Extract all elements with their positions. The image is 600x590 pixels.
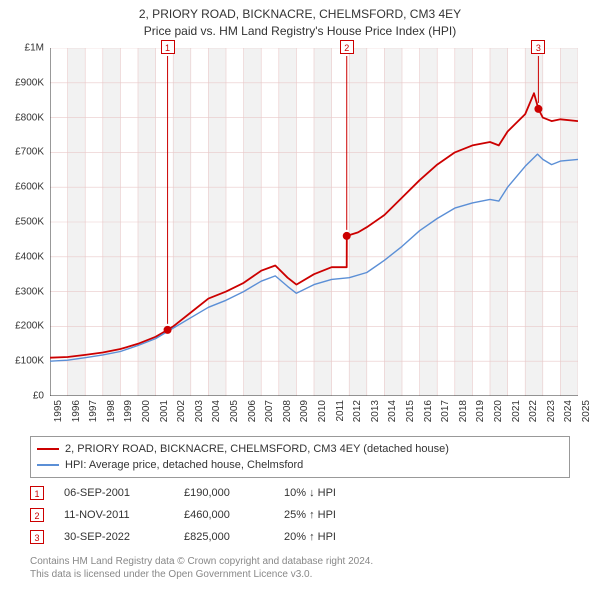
x-tick-label: 2011 (335, 400, 346, 422)
legend-label-1: HPI: Average price, detached house, Chel… (65, 459, 303, 471)
x-tick-label: 2005 (229, 400, 240, 422)
sale-marker-1: 1 (161, 40, 175, 54)
y-tick-label: £400K (15, 251, 44, 262)
sale-marker-icon: 2 (30, 508, 44, 522)
x-tick-label: 2013 (370, 400, 381, 422)
x-tick-label: 1996 (71, 400, 82, 422)
sale-row: 1 06-SEP-2001 £190,000 10% ↓ HPI (30, 482, 570, 504)
legend-box: 2, PRIORY ROAD, BICKNACRE, CHELMSFORD, C… (30, 436, 570, 478)
footer-line2: This data is licensed under the Open Gov… (30, 568, 570, 581)
sale-delta: 10% ↓ HPI (284, 487, 384, 499)
sale-price: £825,000 (184, 531, 264, 543)
x-tick-label: 2022 (528, 400, 539, 422)
y-axis-labels: £0£100K£200K£300K£400K£500K£600K£700K£80… (0, 48, 48, 396)
x-tick-label: 2000 (141, 400, 152, 422)
sale-price: £190,000 (184, 487, 264, 499)
chart-area: 123 (50, 48, 578, 396)
y-tick-label: £600K (15, 182, 44, 193)
x-axis-labels: 1995 1996 1997 1998 1999 2000 2001 2002 2003 2004… (50, 398, 578, 438)
sale-row: 2 11-NOV-2011 £460,000 25% ↑ HPI (30, 504, 570, 526)
footer-line1: Contains HM Land Registry data © Crown c… (30, 555, 570, 568)
y-tick-label: £200K (15, 321, 44, 332)
legend-row: HPI: Average price, detached house, Chel… (37, 457, 563, 473)
x-tick-label: 2004 (211, 400, 222, 422)
x-tick-label: 2001 (159, 400, 170, 422)
x-tick-label: 2002 (176, 400, 187, 422)
y-tick-label: £300K (15, 286, 44, 297)
y-tick-label: £0 (33, 391, 44, 402)
title-line1: 2, PRIORY ROAD, BICKNACRE, CHELMSFORD, C… (10, 6, 590, 23)
x-tick-label: 2017 (440, 400, 451, 422)
y-tick-label: £900K (15, 77, 44, 88)
x-tick-label: 2023 (546, 400, 557, 422)
chart-svg (50, 48, 578, 396)
sale-marker-3: 3 (531, 40, 545, 54)
y-tick-label: £100K (15, 356, 44, 367)
y-tick-label: £700K (15, 147, 44, 158)
x-tick-label: 2008 (282, 400, 293, 422)
x-tick-label: 2012 (352, 400, 363, 422)
legend-row: 2, PRIORY ROAD, BICKNACRE, CHELMSFORD, C… (37, 441, 563, 457)
sale-marker-icon: 1 (30, 486, 44, 500)
x-tick-label: 2006 (247, 400, 258, 422)
x-tick-label: 2024 (563, 400, 574, 422)
sale-date: 06-SEP-2001 (64, 487, 164, 499)
title-line2: Price paid vs. HM Land Registry's House … (10, 23, 590, 40)
sale-marker-icon: 3 (30, 530, 44, 544)
x-tick-label: 2025 (581, 400, 592, 422)
x-tick-label: 2009 (299, 400, 310, 422)
sales-table: 1 06-SEP-2001 £190,000 10% ↓ HPI 2 11-NOV-201… (30, 482, 570, 548)
sale-delta: 20% ↑ HPI (284, 531, 384, 543)
y-tick-label: £800K (15, 112, 44, 123)
legend-label-0: 2, PRIORY ROAD, BICKNACRE, CHELMSFORD, C… (65, 443, 449, 455)
x-tick-label: 1997 (88, 400, 99, 422)
sale-date: 11-NOV-2011 (64, 509, 164, 521)
x-tick-label: 2019 (475, 400, 486, 422)
title-block: 2, PRIORY ROAD, BICKNACRE, CHELMSFORD, C… (0, 0, 600, 42)
y-tick-label: £1M (25, 43, 44, 54)
x-tick-label: 2014 (387, 400, 398, 422)
footer: Contains HM Land Registry data © Crown c… (30, 555, 570, 581)
x-tick-label: 1998 (106, 400, 117, 422)
sale-marker-2: 2 (340, 40, 354, 54)
legend-swatch-0 (37, 448, 59, 450)
x-tick-label: 2020 (493, 400, 504, 422)
sale-price: £460,000 (184, 509, 264, 521)
legend-swatch-1 (37, 464, 59, 466)
sale-date: 30-SEP-2022 (64, 531, 164, 543)
x-tick-label: 2007 (264, 400, 275, 422)
x-tick-label: 1999 (123, 400, 134, 422)
y-tick-label: £500K (15, 217, 44, 228)
x-tick-label: 2016 (423, 400, 434, 422)
x-tick-label: 2010 (317, 400, 328, 422)
x-tick-label: 2015 (405, 400, 416, 422)
x-tick-label: 2003 (194, 400, 205, 422)
sale-delta: 25% ↑ HPI (284, 509, 384, 521)
x-tick-label: 2018 (458, 400, 469, 422)
sale-row: 3 30-SEP-2022 £825,000 20% ↑ HPI (30, 526, 570, 548)
x-tick-label: 1995 (53, 400, 64, 422)
x-tick-label: 2021 (511, 400, 522, 422)
